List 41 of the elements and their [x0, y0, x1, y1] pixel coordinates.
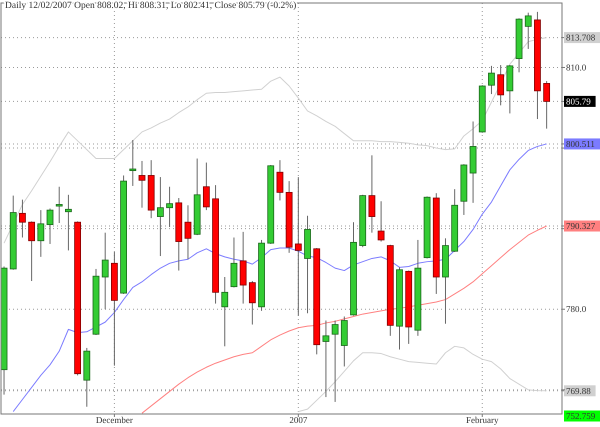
candlestick [497, 64, 504, 106]
y-tick-label: 769.88 [566, 386, 592, 396]
candlestick [65, 194, 72, 251]
candlestick [378, 200, 384, 242]
candlestick [543, 80, 550, 130]
candlestick [221, 276, 228, 347]
candlestick [332, 320, 339, 402]
candlestick [166, 186, 173, 228]
candlestick [129, 140, 136, 186]
candlestick [184, 204, 192, 260]
candlestick [488, 65, 495, 95]
candlestick [248, 280, 256, 326]
line-series [4, 37, 548, 244]
candlestick [230, 237, 238, 288]
x-tick-label: February [466, 415, 500, 425]
candlestick [28, 220, 36, 282]
x-tick-label: 2007 [289, 415, 308, 425]
y-tick-label: 780.0 [566, 304, 587, 314]
y-tick-label: 805.79 [566, 96, 592, 106]
candlestick [368, 154, 376, 234]
line-series [12, 143, 548, 412]
line-series [141, 226, 548, 414]
candlestick [56, 186, 63, 224]
candlestick [524, 12, 532, 50]
y-tick-label: 800.511 [566, 138, 595, 149]
candlestick [37, 210, 44, 258]
text: 752.759 [566, 411, 596, 421]
y-tick-label: 810.0 [566, 62, 587, 72]
y-tick-label: 813.708 [566, 32, 596, 43]
y-tick-label: 790.327 [566, 221, 596, 232]
candlestick [156, 176, 164, 257]
candlestick [102, 232, 109, 310]
candlestick [322, 320, 330, 398]
candlestick [19, 199, 26, 238]
candlestick [202, 162, 210, 211]
x-tick-label: December [96, 415, 133, 425]
candlestick [46, 208, 54, 244]
chart-title: Daily 12/02/2007 Open 808.02, Hi 808.31, Lo 802.41, Close 805.79 (-0.2%) [5, 1, 296, 11]
candlestick [138, 160, 146, 208]
candlestick [276, 160, 284, 201]
line-series [298, 346, 548, 412]
